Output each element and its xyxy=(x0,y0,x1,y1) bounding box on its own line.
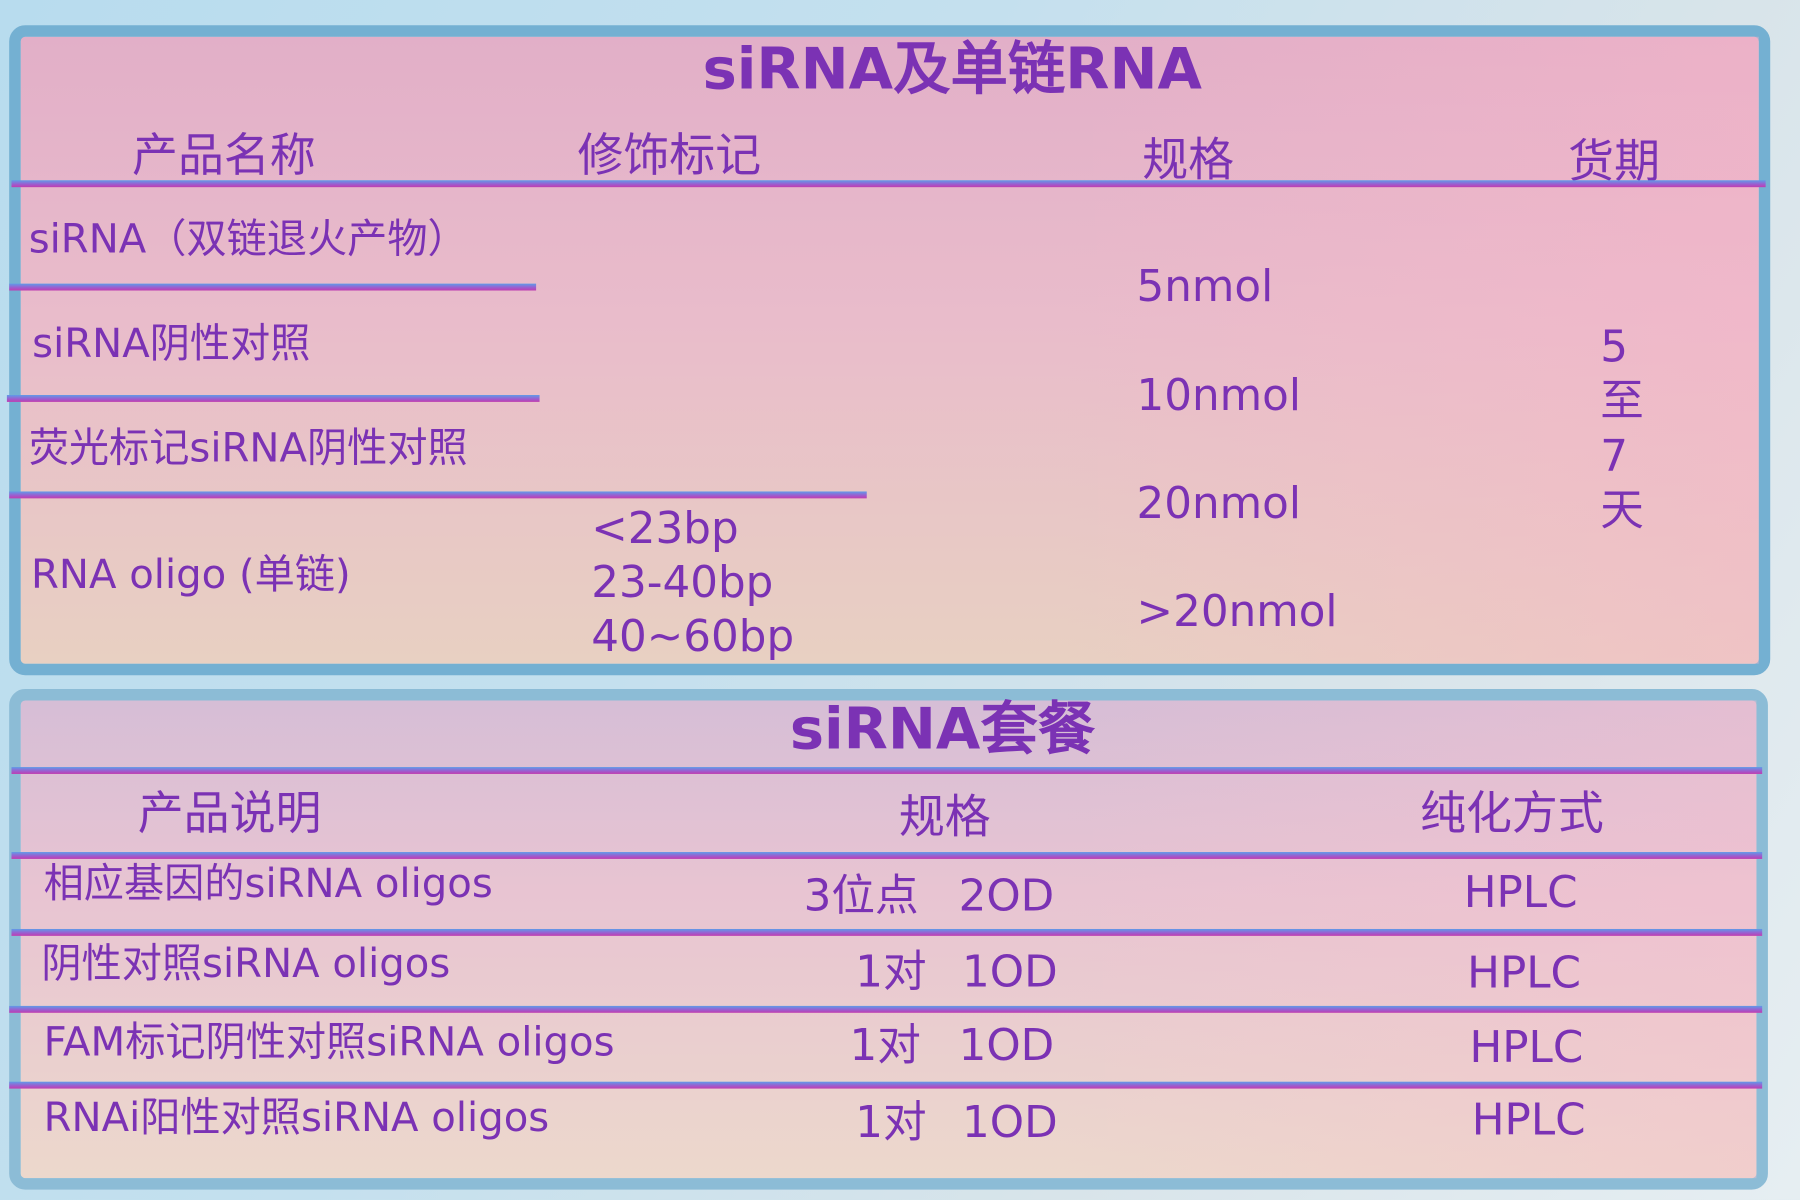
header-delivery: 货期 xyxy=(1568,135,1661,189)
delivery-text: 天 xyxy=(1600,484,1644,536)
package-name: FAM标记阴性对照siRNA oligos xyxy=(43,1019,615,1066)
package-qty: 1对 xyxy=(849,1019,921,1071)
product-row: siRNA（双链退火产物） xyxy=(28,217,468,263)
divider xyxy=(9,491,867,499)
package-purification: HPLC xyxy=(1469,1021,1584,1073)
package-amount: 1OD xyxy=(962,946,1058,997)
modification-value: 40~60bp xyxy=(591,610,795,662)
header-product-description: 产品说明 xyxy=(137,787,322,841)
package-amount: 1OD xyxy=(962,1096,1058,1148)
divider xyxy=(9,1081,1763,1089)
package-purification: HPLC xyxy=(1467,947,1582,998)
divider xyxy=(11,852,1763,859)
divider xyxy=(11,180,1766,188)
spec-value: 5nmol xyxy=(1136,260,1274,312)
header-product-name: 产品名称 xyxy=(132,129,316,183)
spec-value: 10nmol xyxy=(1136,369,1301,421)
divider xyxy=(11,928,1763,936)
package-amount: 1OD xyxy=(958,1019,1055,1071)
divider xyxy=(9,283,537,291)
package-purification: HPLC xyxy=(1471,1094,1586,1145)
product-row: siRNA阴性对照 xyxy=(32,321,311,368)
package-name: 阴性对照siRNA oligos xyxy=(41,941,451,988)
delivery-text: 7 xyxy=(1600,430,1629,482)
divider xyxy=(9,1005,1763,1013)
spec-value: >20nmol xyxy=(1136,585,1338,637)
package-name: 相应基因的siRNA oligos xyxy=(43,861,493,908)
package-amount: 2OD xyxy=(958,870,1055,921)
package-name: RNAi阳性对照siRNA oligos xyxy=(43,1095,550,1142)
delivery-text: 至 xyxy=(1600,375,1644,427)
package-purification: HPLC xyxy=(1463,866,1578,918)
sirna-table-panel xyxy=(9,25,1771,676)
package-qty: 1对 xyxy=(855,946,927,997)
product-row: 荧光标记siRNA阴性对照 xyxy=(28,426,468,472)
table1-title: siRNA及单链RNA xyxy=(702,35,1202,103)
table2-title: siRNA套餐 xyxy=(789,695,1096,763)
package-qty: 1对 xyxy=(855,1096,927,1148)
header-spec: 规格 xyxy=(1142,134,1235,188)
divider xyxy=(11,767,1763,774)
divider xyxy=(6,395,540,402)
modification-value: <23bp xyxy=(591,502,739,554)
header-purification: 纯化方式 xyxy=(1420,787,1604,841)
product-row: RNA oligo (单链) xyxy=(30,552,351,599)
modification-value: 23-40bp xyxy=(591,556,774,608)
header-modification: 修饰标记 xyxy=(577,129,762,183)
header-spec: 规格 xyxy=(898,791,991,845)
spec-value: 20nmol xyxy=(1136,477,1301,529)
package-qty: 3位点 xyxy=(803,870,919,921)
delivery-text: 5 xyxy=(1600,321,1629,373)
